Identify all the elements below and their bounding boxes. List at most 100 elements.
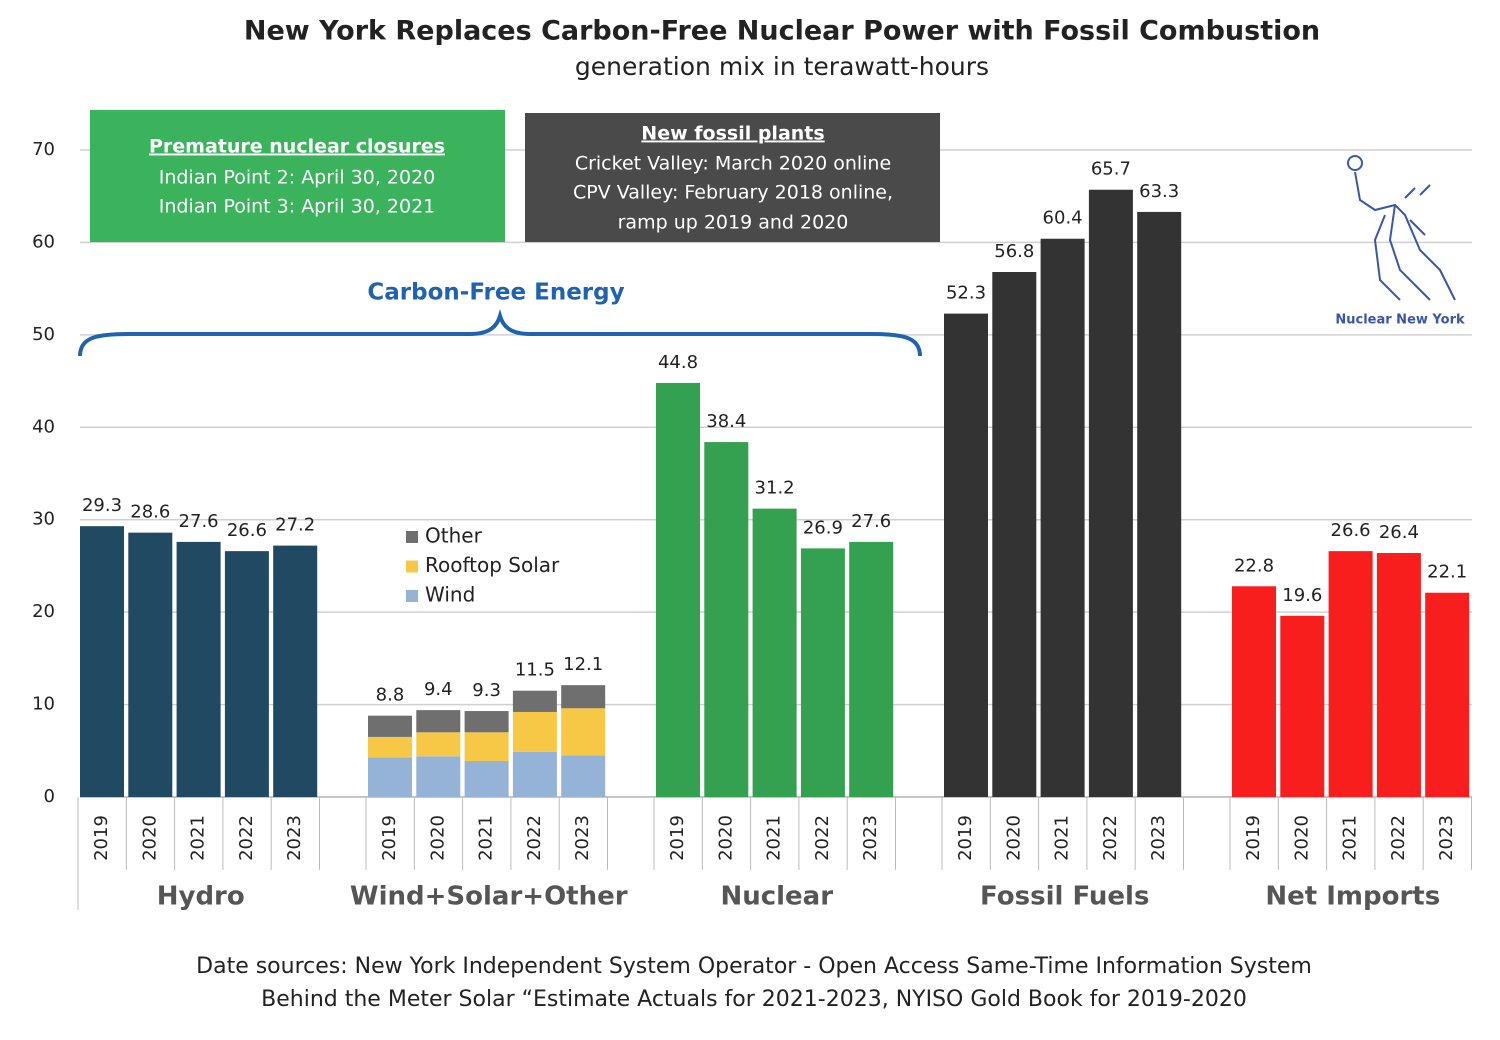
bar <box>752 508 797 797</box>
brace-label: Carbon-Free Energy <box>367 280 624 306</box>
x-tick-label: 2023 <box>1436 815 1457 861</box>
y-tick-label: 60 <box>32 231 55 252</box>
bar-segment <box>464 760 509 797</box>
value-label: 28.6 <box>130 502 170 523</box>
legend-swatch <box>406 560 418 573</box>
bar-segment <box>368 736 412 758</box>
value-label: 56.8 <box>994 241 1034 262</box>
y-tick-label: 10 <box>32 694 55 715</box>
bar-segment <box>561 685 606 709</box>
bar-segment <box>464 732 509 761</box>
x-tick-label: 2023 <box>572 815 593 861</box>
x-tick-label: 2021 <box>1052 815 1073 861</box>
bar <box>1088 189 1133 798</box>
x-tick-label: 2023 <box>860 815 881 861</box>
x-tick-label: 2019 <box>1243 815 1264 861</box>
group-label: Fossil Fuels <box>980 882 1149 912</box>
bar-segment <box>464 711 509 733</box>
value-label: 11.5 <box>515 660 555 681</box>
value-label: 60.4 <box>1043 208 1083 229</box>
x-tick-label: 2020 <box>715 815 736 861</box>
value-label: 19.6 <box>1282 585 1322 606</box>
value-label: 63.3 <box>1139 181 1179 202</box>
bar <box>1040 238 1085 797</box>
x-tick-label: 2020 <box>139 815 160 861</box>
bar <box>80 526 124 797</box>
value-label: 27.2 <box>275 515 315 536</box>
value-label: 26.9 <box>803 517 843 538</box>
x-tick-label: 2022 <box>524 815 545 861</box>
legend-swatch <box>406 590 418 602</box>
bar <box>992 272 1037 797</box>
chart-title: New York Replaces Carbon-Free Nuclear Po… <box>244 16 1320 47</box>
y-tick-label: 50 <box>32 324 55 345</box>
y-tick-label: 30 <box>32 509 55 530</box>
group-label: Net Imports <box>1265 882 1440 912</box>
bar-segment <box>512 751 557 797</box>
bar-segment <box>416 732 461 757</box>
annotation-text: CPV Valley: February 2018 online, <box>573 182 893 204</box>
bar <box>656 382 700 797</box>
x-tick-label: 2022 <box>1100 815 1121 861</box>
legend-label: Wind <box>425 583 475 607</box>
annotation-title: New fossil plants <box>641 123 824 145</box>
annotation-title: Premature nuclear closures <box>149 136 445 158</box>
bar <box>176 541 221 797</box>
x-tick-label: 2021 <box>764 815 785 861</box>
bar-segment <box>368 715 412 737</box>
annotation-text: Cricket Valley: March 2020 online <box>575 153 891 175</box>
bar-segment <box>561 708 606 756</box>
value-label: 9.3 <box>472 680 501 701</box>
value-label: 31.2 <box>755 478 795 499</box>
bar <box>1280 615 1325 797</box>
value-label: 26.4 <box>1379 522 1419 543</box>
x-tick-label: 2020 <box>1003 815 1024 861</box>
y-tick-label: 40 <box>32 416 55 437</box>
x-tick-label: 2021 <box>476 815 497 861</box>
chart-subtitle: generation mix in terawatt-hours <box>575 52 989 81</box>
value-label: 52.3 <box>946 283 986 304</box>
bar <box>1376 552 1421 797</box>
bar <box>1232 586 1276 797</box>
footnote: Behind the Meter Solar “Estimate Actuals… <box>261 987 1247 1012</box>
x-tick-label: 2019 <box>667 815 688 861</box>
bar <box>704 442 749 797</box>
value-label: 27.6 <box>851 511 891 532</box>
bar-segment <box>416 710 461 733</box>
bar <box>1328 551 1373 797</box>
annotation-text: Indian Point 3: April 30, 2021 <box>159 196 436 218</box>
x-tick-label: 2020 <box>1291 815 1312 861</box>
bar <box>1137 211 1182 798</box>
group-label: Wind+Solar+Other <box>350 882 628 912</box>
x-tick-label: 2019 <box>379 815 400 861</box>
bar <box>128 532 173 797</box>
value-label: 27.6 <box>179 511 219 532</box>
x-tick-label: 2022 <box>812 815 833 861</box>
value-label: 22.1 <box>1427 562 1467 583</box>
footnote: Date sources: New York Independent Syste… <box>196 954 1312 979</box>
y-tick-label: 0 <box>44 786 55 807</box>
legend-label: Other <box>425 524 483 548</box>
annotation-box <box>90 110 505 242</box>
x-tick-label: 2022 <box>1388 815 1409 861</box>
value-label: 26.6 <box>227 520 267 541</box>
value-label: 9.4 <box>424 679 453 700</box>
bar-segment <box>416 756 461 797</box>
annotation-text: Indian Point 2: April 30, 2020 <box>159 167 436 189</box>
legend-label: Rooftop Solar <box>425 553 560 577</box>
y-tick-label: 70 <box>32 139 55 160</box>
x-tick-label: 2019 <box>955 815 976 861</box>
value-label: 44.8 <box>658 352 698 373</box>
group-label: Nuclear <box>720 882 833 912</box>
brace <box>78 309 922 357</box>
logo <box>1347 155 1456 301</box>
y-tick-label: 20 <box>32 601 55 622</box>
bar-segment <box>512 711 557 752</box>
bar <box>849 541 894 797</box>
value-label: 26.6 <box>1331 520 1371 541</box>
x-tick-label: 2023 <box>1148 815 1169 861</box>
x-tick-label: 2022 <box>236 815 257 861</box>
x-tick-label: 2021 <box>188 815 209 861</box>
plot-area: 29.3 28.6 27.6 26.6 27.2 2019 2020 2021 2022 2023… <box>77 159 1472 912</box>
